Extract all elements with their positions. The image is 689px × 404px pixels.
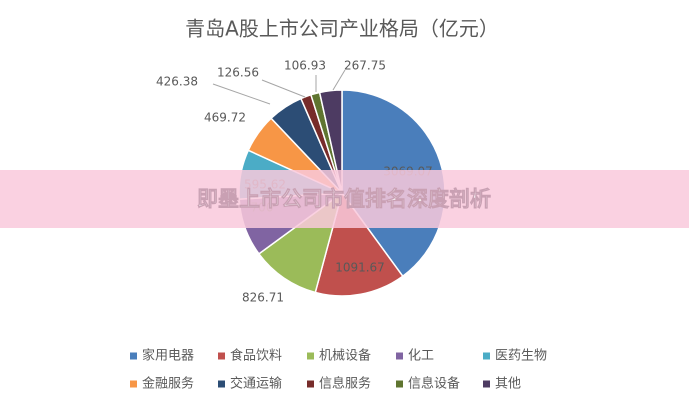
- data-label: 426.38: [156, 75, 198, 89]
- legend-swatch: [483, 352, 490, 360]
- legend-swatch: [218, 380, 225, 388]
- leader-line: [261, 79, 306, 98]
- leader-line: [332, 69, 346, 91]
- data-label: 126.56: [217, 66, 259, 80]
- legend-swatch: [307, 352, 314, 360]
- legend-swatch: [307, 380, 314, 388]
- legend-swatch: [396, 380, 403, 388]
- legend-label: 其他: [495, 377, 521, 392]
- legend-swatch: [130, 380, 137, 388]
- data-label: 1091.67: [335, 261, 385, 275]
- legend-label: 食品饮料: [230, 348, 282, 364]
- legend-label: 医药生物: [495, 349, 547, 364]
- pie-slice: [318, 89, 343, 194]
- leader-line: [212, 83, 271, 105]
- legend-label: 信息服务: [319, 376, 371, 392]
- legend-swatch: [396, 352, 403, 360]
- legend-label: 家用电器: [142, 348, 194, 364]
- data-label: 826.71: [242, 291, 284, 305]
- banner-band: [0, 170, 689, 228]
- data-label: 267.75: [344, 59, 386, 73]
- legend-label: 交通运输: [230, 376, 282, 392]
- data-label: 469.72: [204, 111, 246, 125]
- legend-label: 机械设备: [319, 348, 371, 364]
- legend-label: 金融服务: [142, 376, 194, 392]
- banner-text: 即墨上市公司市值排名深度剖析: [197, 187, 491, 211]
- legend-swatch: [483, 380, 490, 388]
- legend-label: 化工: [408, 349, 434, 364]
- legend-label: 信息设备: [408, 376, 460, 392]
- data-label: 106.93: [284, 59, 326, 73]
- legend-swatch: [218, 352, 225, 360]
- legend-swatch: [130, 352, 137, 360]
- chart-title: 青岛A股上市公司产业格局（亿元）: [185, 17, 499, 41]
